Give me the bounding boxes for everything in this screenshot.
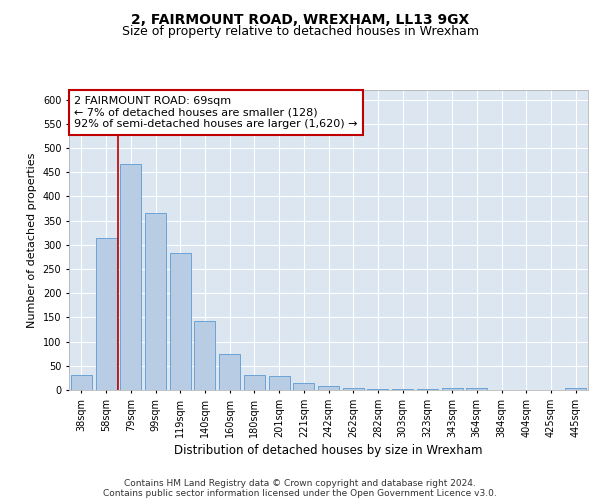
Bar xyxy=(120,164,141,390)
Bar xyxy=(367,388,388,390)
Bar xyxy=(417,389,438,390)
Bar xyxy=(194,322,215,390)
Text: Contains HM Land Registry data © Crown copyright and database right 2024.: Contains HM Land Registry data © Crown c… xyxy=(124,478,476,488)
Bar xyxy=(71,376,92,390)
Bar xyxy=(95,238,116,390)
Y-axis label: Number of detached properties: Number of detached properties xyxy=(27,152,37,328)
Bar xyxy=(293,382,314,390)
Bar xyxy=(565,388,586,390)
Bar xyxy=(442,388,463,390)
Bar xyxy=(269,376,290,390)
Bar xyxy=(318,386,339,390)
Bar xyxy=(343,388,364,390)
Bar xyxy=(466,388,487,390)
Text: 2 FAIRMOUNT ROAD: 69sqm
← 7% of detached houses are smaller (128)
92% of semi-de: 2 FAIRMOUNT ROAD: 69sqm ← 7% of detached… xyxy=(74,96,358,129)
Bar xyxy=(145,214,166,390)
Bar xyxy=(219,354,240,390)
Bar xyxy=(392,389,413,390)
X-axis label: Distribution of detached houses by size in Wrexham: Distribution of detached houses by size … xyxy=(174,444,483,457)
Text: Size of property relative to detached houses in Wrexham: Size of property relative to detached ho… xyxy=(121,25,479,38)
Text: 2, FAIRMOUNT ROAD, WREXHAM, LL13 9GX: 2, FAIRMOUNT ROAD, WREXHAM, LL13 9GX xyxy=(131,12,469,26)
Bar xyxy=(244,374,265,390)
Text: Contains public sector information licensed under the Open Government Licence v3: Contains public sector information licen… xyxy=(103,488,497,498)
Bar xyxy=(170,253,191,390)
